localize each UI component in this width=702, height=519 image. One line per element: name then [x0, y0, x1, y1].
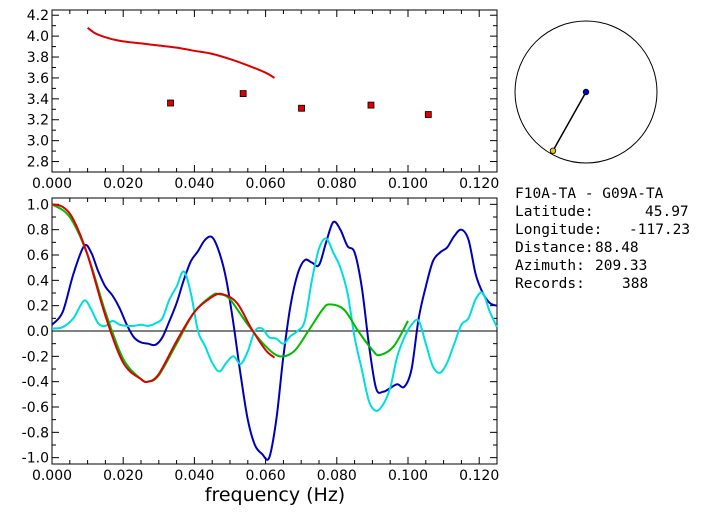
x-axis-title: frequency (Hz)	[205, 484, 345, 506]
longitude-label: Longitude:	[515, 222, 603, 238]
azimuth-value: 209.33	[595, 258, 648, 274]
series-line	[87, 26, 275, 79]
y-tick-label: 3.0	[27, 134, 49, 150]
y-tick-label: -0.4	[22, 375, 49, 391]
latitude-value: 45.97	[645, 204, 689, 220]
y-tick-label: 4.0	[27, 29, 49, 45]
x-tick-label: 0.100	[388, 176, 428, 192]
series-line	[51, 203, 409, 384]
station-pair-label: F10A-TA - G09A-TA	[515, 186, 664, 202]
x-tick-label: 0.100	[388, 468, 428, 484]
y-tick-label: 0.0	[27, 324, 49, 340]
x-tick-label: 0.020	[103, 176, 143, 192]
center-station-marker	[582, 88, 590, 96]
distance-value: 88.48	[595, 240, 639, 256]
data-point	[239, 90, 247, 98]
y-tick-label: 3.6	[27, 71, 49, 87]
latitude-row: Latitude: 45.97	[515, 203, 689, 221]
x-tick-label: 0.120	[459, 468, 499, 484]
azimuth-circle	[514, 20, 658, 164]
records-value: 388	[622, 276, 649, 292]
remote-station-marker	[549, 147, 557, 155]
y-tick-label: 1.0	[27, 197, 49, 213]
y-tick-label: 2.8	[27, 155, 49, 171]
x-tick-label: 0.000	[32, 176, 72, 192]
y-tick-label: 3.2	[27, 113, 49, 129]
y-tick-label: 4.2	[27, 8, 49, 24]
series-line	[51, 220, 498, 461]
x-tick-label: 0.060	[246, 468, 286, 484]
y-tick-label: -0.6	[22, 400, 49, 416]
records-row: Records: 388	[515, 275, 648, 293]
azimuth-row: Azimuth: 209.33	[515, 257, 647, 275]
data-point	[167, 99, 174, 107]
distance-label: Distance:	[515, 240, 594, 256]
x-tick-label: 0.040	[174, 176, 214, 192]
y-tick-label: -0.8	[22, 425, 49, 441]
longitude-row: Longitude: -117.23	[515, 221, 690, 239]
x-tick-label: 0.040	[174, 468, 214, 484]
y-tick-label: 0.4	[27, 273, 49, 289]
x-tick-label: 0.080	[317, 468, 357, 484]
x-tick-label: 0.000	[32, 468, 72, 484]
plot-frame	[51, 9, 498, 173]
y-tick-label: -1.0	[22, 451, 49, 467]
x-tick-label: 0.060	[246, 176, 286, 192]
series-line	[51, 237, 498, 412]
azimuth-label: Azimuth:	[515, 258, 585, 274]
data-point	[298, 104, 305, 112]
y-tick-label: 3.4	[27, 92, 49, 108]
data-point	[424, 111, 432, 118]
y-tick-label: 3.8	[27, 50, 49, 66]
azimuth-circle-plot	[514, 20, 658, 164]
x-tick-label: 0.020	[103, 468, 143, 484]
data-point	[367, 101, 375, 109]
latitude-label: Latitude:	[515, 204, 594, 220]
correlation-plot: 0.000 0.020 0.040 0.060 0.080 0.100 0.120 -1.0 -…	[22, 197, 500, 484]
series-line	[51, 203, 276, 384]
records-label: Records:	[515, 276, 585, 292]
x-tick-label: 0.080	[317, 176, 357, 192]
longitude-value: -117.23	[629, 222, 691, 238]
distance-row: Distance: 88.48	[515, 239, 639, 257]
y-tick-label: 0.2	[27, 299, 49, 315]
azimuth-line	[552, 91, 587, 152]
y-tick-label: 0.8	[27, 223, 49, 239]
y-tick-label: 0.6	[27, 248, 49, 264]
dispersion-plot: 0.000 0.020 0.040 0.060 0.080 0.100 0.120 2.8 3.…	[27, 8, 500, 192]
x-tick-label: 0.120	[459, 176, 499, 192]
y-tick-label: -0.2	[22, 349, 49, 365]
